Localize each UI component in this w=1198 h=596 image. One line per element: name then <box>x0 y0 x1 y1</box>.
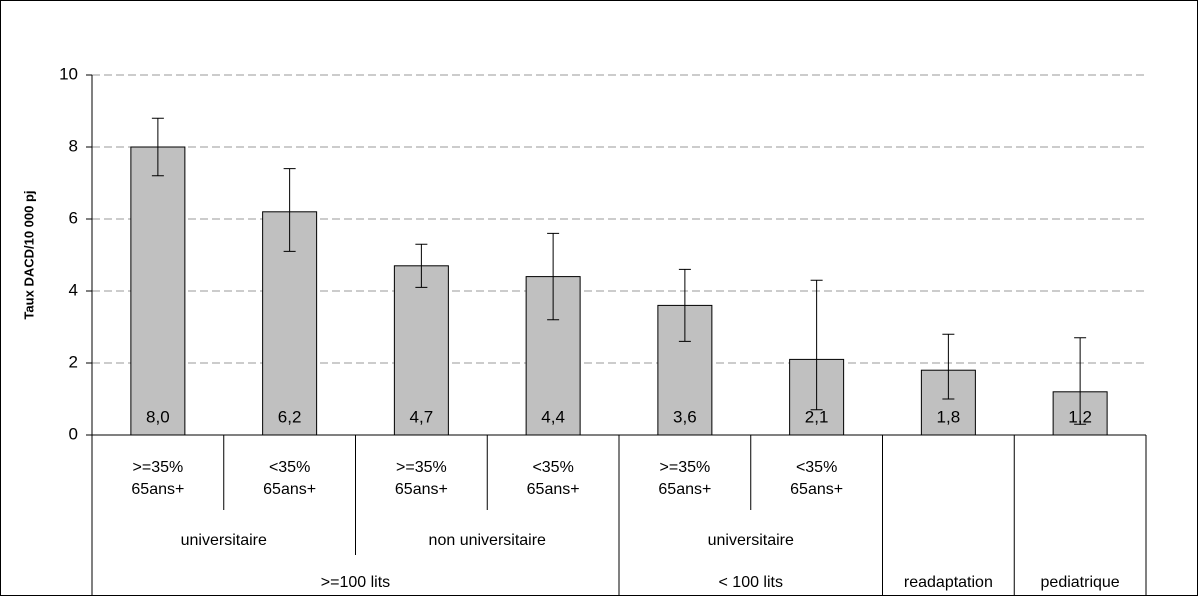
y-tick-label: 10 <box>59 64 78 83</box>
y-tick-label: 8 <box>69 136 78 155</box>
x-tick-label: <35% <box>532 459 573 476</box>
value-label: 4,7 <box>410 407 434 426</box>
x-tick-label: >=35% <box>133 459 184 476</box>
error-bar <box>678 268 691 342</box>
groups-label: pediatrique <box>1041 574 1120 591</box>
x-tick-label: 65ans+ <box>263 481 316 498</box>
x-tick-label: 65ans+ <box>658 481 711 498</box>
x-tick-label: >=35% <box>660 459 711 476</box>
error-bar <box>547 232 560 321</box>
error-bar <box>942 333 955 400</box>
x-tick-label: 65ans+ <box>131 481 184 498</box>
value-label: 8,0 <box>146 407 170 426</box>
value-label: 4,4 <box>541 407 565 426</box>
bar <box>393 265 449 436</box>
subgroups-label: universitaire <box>181 532 267 549</box>
value-label: 1,8 <box>937 407 961 426</box>
value-label: 2,1 <box>805 407 829 426</box>
x-tick-label: 65ans+ <box>527 481 580 498</box>
error-bar <box>1074 337 1087 425</box>
y-tick-label: 2 <box>69 352 78 371</box>
x-tick-label: 65ans+ <box>395 481 448 498</box>
subgroups-label: non universitaire <box>429 532 547 549</box>
bar <box>130 146 186 436</box>
x-tick-label: <35% <box>796 459 837 476</box>
error-bar <box>810 279 823 411</box>
error-bar <box>415 243 428 288</box>
value-label: 6,2 <box>278 407 302 426</box>
error-bar <box>151 117 164 177</box>
x-tick-label: <35% <box>269 459 310 476</box>
groups-label: >=100 lits <box>321 574 390 591</box>
y-tick-label: 6 <box>69 208 78 227</box>
error-bar <box>283 168 296 252</box>
subgroups-label: universitaire <box>708 532 794 549</box>
y-tick-label: 4 <box>69 280 78 299</box>
y-tick-label: 0 <box>69 424 78 443</box>
x-tick-label: >=35% <box>396 459 447 476</box>
x-tick-label: 65ans+ <box>790 481 843 498</box>
groups-label: readaptation <box>904 574 993 591</box>
value-label: 3,6 <box>673 407 697 426</box>
groups-label: < 100 lits <box>719 574 783 591</box>
value-label: 1,2 <box>1068 407 1092 426</box>
y-axis-title: Taux DACD/10 000 pj <box>21 190 36 319</box>
